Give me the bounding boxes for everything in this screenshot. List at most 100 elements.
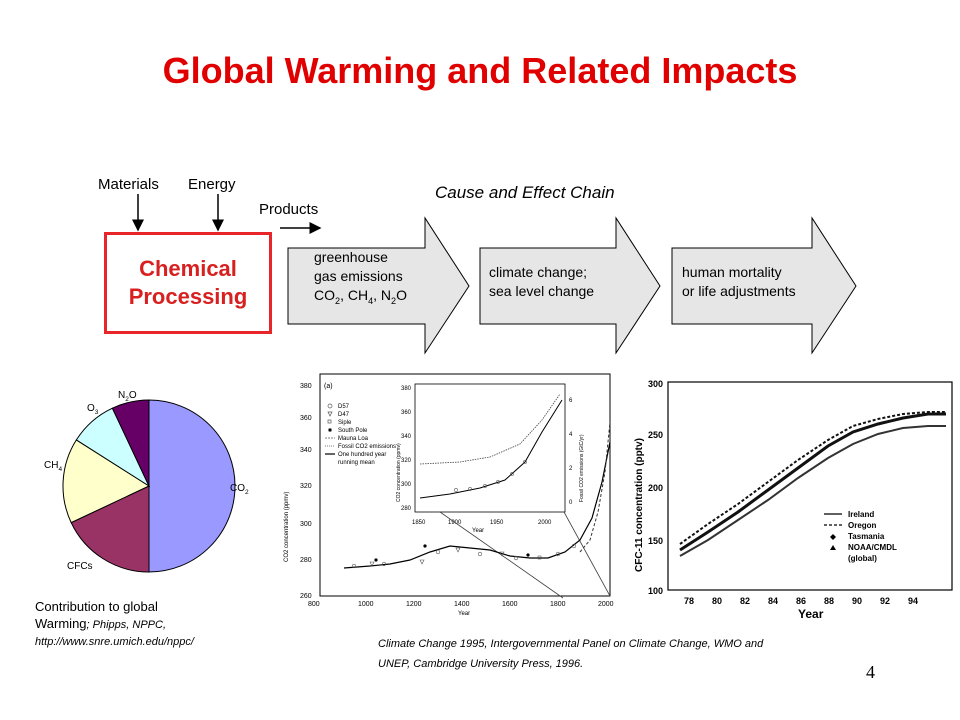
page-number: 4 [866, 662, 875, 682]
svg-text:1400: 1400 [454, 601, 470, 608]
svg-text:250: 250 [648, 430, 663, 440]
svg-text:D57: D57 [338, 404, 350, 410]
step2-line1: climate change; [489, 264, 588, 280]
svg-text:Oregon: Oregon [848, 521, 877, 530]
contribution-pie-chart [62, 399, 236, 573]
step1-line3: CO2, CH4, N2O [314, 287, 407, 306]
svg-text:2: 2 [569, 466, 573, 472]
slide-title: Global Warming and Related Impacts [162, 50, 798, 91]
svg-text:Tasmania: Tasmania [848, 532, 885, 541]
svg-text:1200: 1200 [406, 601, 422, 608]
svg-text:100: 100 [648, 586, 663, 596]
co2-history-chart: (a) 380 360 340 320 300 280 260 800 1000… [284, 373, 614, 617]
co2-inset [414, 383, 566, 513]
process-line1: Chemical [139, 256, 237, 281]
svg-text:800: 800 [308, 601, 320, 608]
svg-text:84: 84 [768, 596, 778, 606]
svg-text:One hundred year: One hundred year [338, 452, 386, 458]
svg-text:380: 380 [401, 386, 412, 392]
co2-panel-label: (a) [324, 383, 333, 390]
inset-co2-line [419, 399, 563, 499]
svg-text:300: 300 [648, 379, 663, 389]
cfc-legend: Ireland Oregon Tasmania NOAA/CMDL (globa… [824, 510, 897, 563]
svg-text:Mauna Loa: Mauna Loa [338, 436, 369, 442]
inset-connector-2 [563, 511, 611, 597]
svg-text:Year: Year [472, 528, 484, 534]
caption-left-line1: Contribution to global [35, 599, 158, 614]
svg-text:NOAA/CMDL: NOAA/CMDL [848, 543, 897, 552]
step1-line2: gas emissions [314, 268, 403, 284]
cfc-oregon-line [679, 411, 946, 545]
svg-text:2000: 2000 [538, 520, 552, 526]
co2-running-mean-line [343, 441, 611, 569]
svg-text:320: 320 [401, 458, 412, 464]
pie-label-cfcs: CFCs [67, 561, 93, 572]
co2-xticks: 800 1000 1200 1400 1600 1800 2000 [308, 601, 614, 608]
step2-line2: sea level change [489, 283, 595, 299]
caption-left-line3: http://www.snre.umich.edu/nppc/ [35, 636, 194, 648]
chain-step1-text: greenhouse gas emissions CO2, CH4, N2O [314, 248, 407, 311]
co2-yticks: 380 360 340 320 300 280 260 [300, 383, 312, 600]
co2-legend: D57 D47 Siple South Pole Mauna Loa Fossi… [338, 404, 396, 466]
co2-xlabel: Year [458, 611, 470, 617]
svg-text:1850: 1850 [412, 520, 426, 526]
materials-label: Materials [98, 176, 159, 193]
pie-label-co2: CO2 [230, 483, 249, 496]
svg-text:South Pole: South Pole [338, 428, 368, 434]
inset-points [454, 460, 527, 492]
svg-text:1800: 1800 [550, 601, 566, 608]
pie-slice-cfcs [70, 485, 150, 573]
svg-text:running mean: running mean [338, 460, 375, 466]
co2-inset-ticks: 1850 1900 1950 2000 Year 380 360 340 320… [401, 386, 573, 534]
co2-points [351, 543, 577, 569]
svg-text:92: 92 [880, 596, 890, 606]
co2-inset-ylabel-right: Fossil CO2 emissions (GtC/yr) [579, 434, 585, 502]
chain-arrow-3 [671, 216, 857, 355]
pie-slice-co2 [148, 399, 236, 573]
svg-text:80: 80 [712, 596, 722, 606]
process-line2: Processing [128, 284, 248, 309]
svg-text:380: 380 [300, 383, 312, 390]
svg-text:1600: 1600 [502, 601, 518, 608]
svg-text:D47: D47 [338, 412, 350, 418]
products-label: Products [259, 201, 319, 218]
pie-label-n2o: N2O [118, 390, 137, 403]
svg-text:1950: 1950 [490, 520, 504, 526]
svg-text:82: 82 [740, 596, 750, 606]
mauna-loa-line [579, 421, 611, 553]
svg-text:6: 6 [569, 398, 573, 404]
svg-text:340: 340 [401, 434, 412, 440]
svg-text:4: 4 [569, 432, 573, 438]
svg-text:86: 86 [796, 596, 806, 606]
pie-label-o3: O3 [87, 403, 99, 416]
svg-text:Ireland: Ireland [848, 510, 874, 519]
chain-heading: Cause and Effect Chain [435, 183, 615, 202]
cfc-xlabel: Year [798, 607, 824, 621]
svg-text:280: 280 [401, 506, 412, 512]
cfc-ireland-line [679, 412, 946, 552]
co2-ylabel: CO2 concentration (ppmv) [284, 492, 290, 562]
svg-text:90: 90 [852, 596, 862, 606]
svg-text:150: 150 [648, 536, 663, 546]
svg-text:200: 200 [648, 483, 663, 493]
svg-text:300: 300 [401, 482, 412, 488]
step3-line2: or life adjustments [682, 283, 796, 299]
svg-text:320: 320 [300, 483, 312, 490]
svg-text:360: 360 [401, 410, 412, 416]
cfc-ylabel: CFC-11 concentration (pptv) [634, 438, 645, 572]
chain-step3-text: human mortality or life adjustments [682, 263, 796, 301]
svg-text:78: 78 [684, 596, 694, 606]
svg-text:280: 280 [300, 557, 312, 564]
svg-text:88: 88 [824, 596, 834, 606]
pie-label-ch4: CH4 [44, 460, 63, 473]
chain-step2-text: climate change; sea level change [489, 263, 594, 301]
svg-text:300: 300 [300, 521, 312, 528]
svg-text:Siple: Siple [338, 420, 352, 426]
co2-legend-markers [325, 403, 335, 455]
svg-text:340: 340 [300, 447, 312, 454]
pie-slice-ch4 [62, 439, 151, 524]
caption-bottom-line1: Climate Change 1995, Intergovernmental P… [378, 638, 764, 650]
svg-text:360: 360 [300, 415, 312, 422]
chain-arrow-1 [287, 216, 470, 355]
